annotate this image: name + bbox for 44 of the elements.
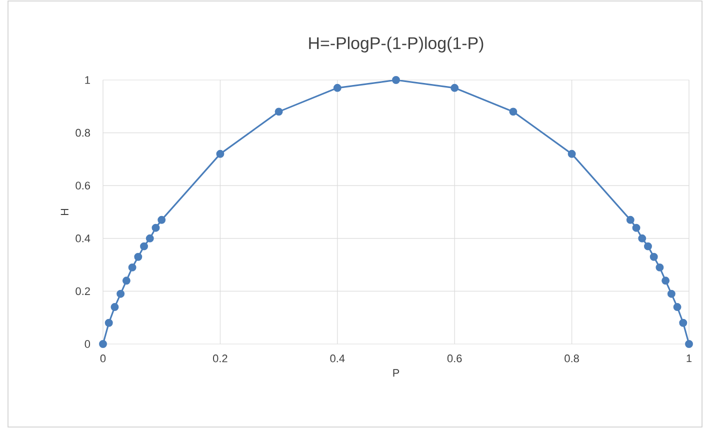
y-axis-title: H [60, 208, 68, 216]
y-tick-label: 1 [85, 76, 90, 84]
y-tick-label: 0 [84, 340, 90, 348]
chart-title: H=-PlogP-(1-P)log(1-P) [309, 36, 484, 52]
x-tick-label: 0.6 [447, 354, 462, 362]
point [122, 276, 130, 285]
point [667, 290, 676, 298]
y-tick-label: 0.2 [76, 287, 90, 296]
point [638, 234, 646, 242]
point [685, 340, 693, 348]
x-tick-label: 0 [100, 354, 106, 362]
point [632, 224, 640, 232]
y-tick-label: 0.4 [76, 234, 90, 242]
point [104, 318, 113, 327]
x-tick-label: 0.2 [213, 354, 228, 362]
point [116, 290, 125, 298]
x-tick-label: 0.8 [564, 354, 579, 362]
point [392, 76, 400, 84]
point [128, 263, 136, 272]
point [134, 252, 142, 261]
point [152, 224, 160, 232]
point [656, 263, 664, 272]
point [626, 216, 634, 224]
y-tick-label: 0.6 [76, 182, 90, 190]
point [274, 108, 283, 116]
point [568, 150, 576, 158]
point [650, 252, 658, 261]
point [450, 84, 459, 92]
point [158, 216, 166, 224]
point [146, 234, 154, 242]
point [333, 84, 342, 92]
point [679, 318, 688, 327]
point [662, 276, 670, 285]
point [216, 150, 224, 158]
x-tick-label: 0.4 [330, 354, 345, 362]
point [644, 242, 652, 250]
x-tick-label: 1 [686, 354, 692, 362]
point [110, 303, 119, 312]
point [99, 340, 107, 348]
x-axis-title: P [393, 369, 400, 377]
y-tick-label: 0.8 [76, 128, 90, 137]
point [140, 242, 148, 250]
point [673, 303, 682, 312]
point [509, 108, 518, 116]
